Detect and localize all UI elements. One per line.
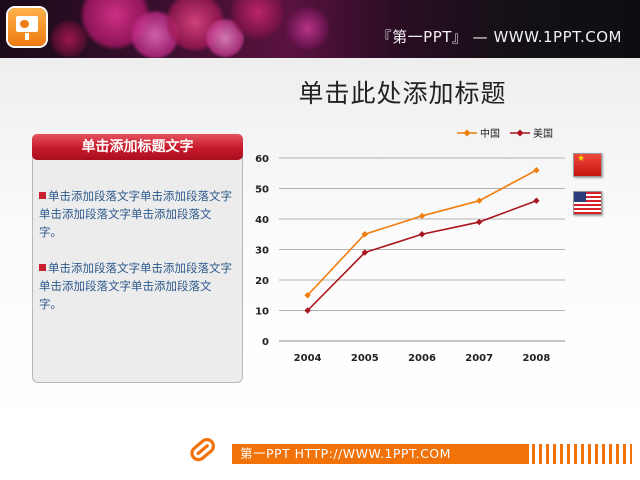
data-point <box>418 231 426 238</box>
data-point <box>476 197 483 204</box>
page-title[interactable]: 单击此处添加标题 <box>298 79 507 108</box>
data-point <box>476 218 483 226</box>
legend-label-usa: 美国 <box>533 127 553 140</box>
bullet-square-icon <box>39 192 46 199</box>
bullet-square-icon <box>39 264 46 271</box>
x-tick-label: 2008 <box>522 353 550 364</box>
footer-stripes <box>532 444 632 464</box>
top-banner: 『第一PPT』 — WWW.1PPT.COM <box>0 0 640 58</box>
legend-marker-china <box>463 129 471 137</box>
y-tick-label: 60 <box>255 154 269 165</box>
x-tick-label: 2007 <box>465 353 493 364</box>
paragraph-2[interactable]: 单击添加段落文字单击添加段落文字单击添加段落文字单击添加段落文字。 <box>39 259 234 313</box>
y-tick-label: 40 <box>255 215 269 226</box>
side-panel-heading[interactable]: 单击添加标题文字 <box>32 134 243 160</box>
paragraph-1[interactable]: 单击添加段落文字单击添加段落文字单击添加段落文字单击添加段落文字。 <box>39 187 234 241</box>
x-tick-label: 2006 <box>408 353 436 364</box>
powerpoint-icon <box>8 8 46 46</box>
data-point <box>304 292 311 299</box>
banner-site-text: 『第一PPT』 — WWW.1PPT.COM <box>376 28 622 46</box>
usa-flag-icon <box>573 191 602 215</box>
data-point <box>418 212 426 220</box>
paragraph-1-text: 单击添加段落文字单击添加段落文字单击添加段落文字单击添加段落文字。 <box>39 189 232 239</box>
y-tick-label: 0 <box>262 337 269 348</box>
y-tick-label: 20 <box>255 276 269 287</box>
china-flag-icon: ★ <box>573 153 602 177</box>
side-text-panel <box>32 134 243 383</box>
data-point <box>533 197 540 204</box>
data-point <box>361 231 368 238</box>
legend-label-china: 中国 <box>480 127 500 140</box>
data-point <box>533 167 540 174</box>
y-tick-label: 10 <box>255 307 269 318</box>
paperclip-icon <box>190 437 215 462</box>
data-point <box>304 307 311 314</box>
x-tick-label: 2005 <box>351 353 379 364</box>
y-tick-label: 50 <box>255 185 269 196</box>
legend-marker-usa <box>516 129 524 137</box>
paragraph-2-text: 单击添加段落文字单击添加段落文字单击添加段落文字单击添加段落文字。 <box>39 261 232 311</box>
data-point <box>361 249 368 256</box>
x-tick-label: 2004 <box>294 353 322 364</box>
footer-bar[interactable]: 第一PPT HTTP://WWW.1PPT.COM <box>232 444 529 464</box>
y-tick-label: 30 <box>255 246 269 257</box>
